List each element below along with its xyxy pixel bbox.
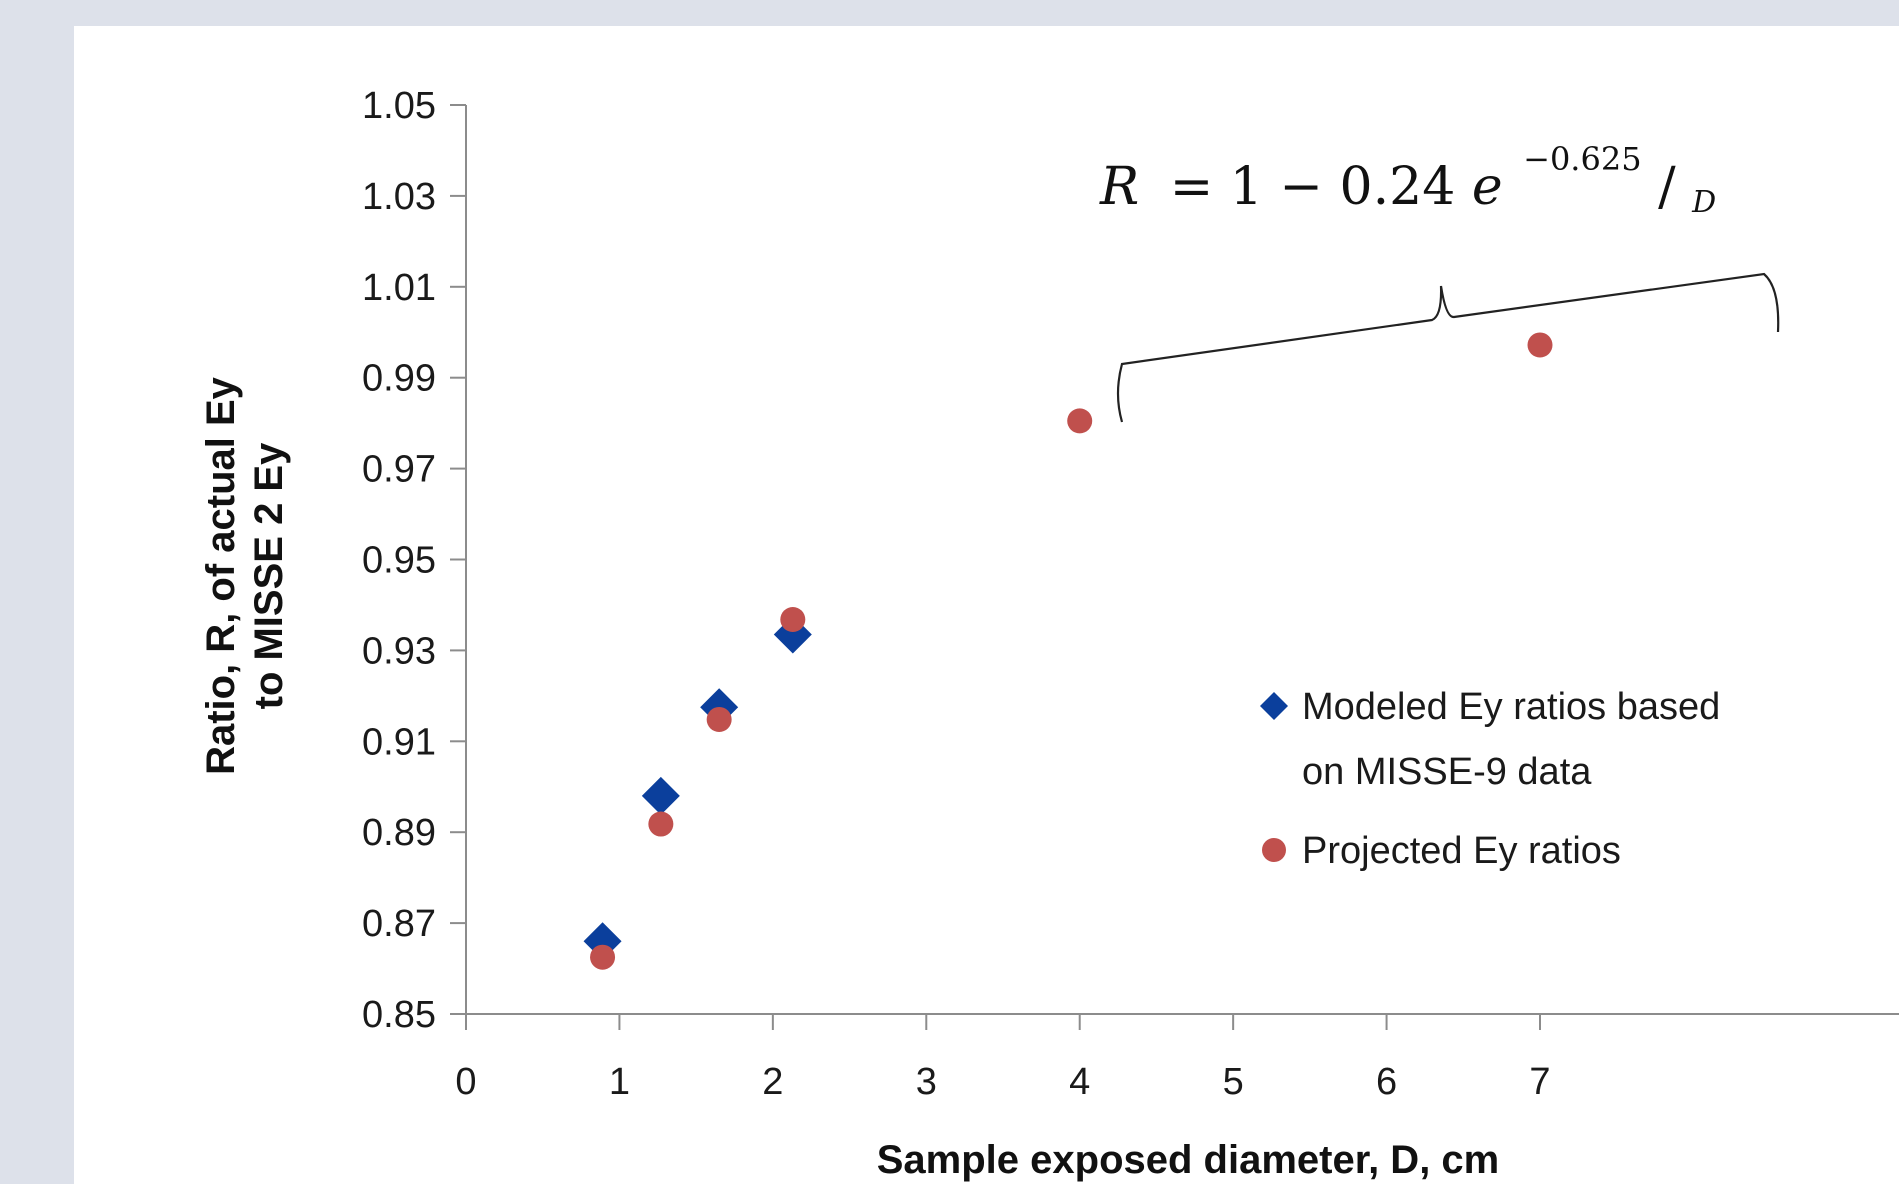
x-axis-title: Sample exposed diameter, D, cm <box>877 1138 1499 1182</box>
modeled-point <box>641 776 680 815</box>
legend-circle-marker <box>1262 838 1286 862</box>
svg-text:R = 1 − 0.24 e: R = 1 − 0.24 e −0.625 / D <box>1099 123 1716 220</box>
y-tick-label: 0.85 <box>362 994 436 1036</box>
projected-point <box>1067 408 1093 434</box>
projected-point <box>706 706 732 732</box>
projected-point <box>780 606 806 632</box>
legend-modeled-line-2: on MISSE-9 data <box>1302 751 1592 793</box>
projected-point <box>648 811 674 837</box>
projected-point <box>1527 332 1553 358</box>
x-tick-label: 4 <box>1069 1061 1090 1103</box>
y-tick-label: 0.95 <box>362 540 436 582</box>
legend-modeled-line-1: Modeled Ey ratios based <box>1302 686 1720 728</box>
y-tick-label: 0.91 <box>362 721 436 763</box>
x-tick-label: 7 <box>1529 1061 1550 1103</box>
x-tick-label: 5 <box>1223 1061 1244 1103</box>
data-points <box>583 332 1553 970</box>
legend-diamond-marker <box>1260 692 1288 720</box>
projected-point <box>590 944 616 970</box>
formula-denominator: D <box>1691 185 1716 220</box>
y-tick-label: 0.93 <box>362 630 436 672</box>
chart-panel: 0.85 0.87 0.89 0.91 0.93 0.95 0.97 0.99 1.01 1.03… <box>74 26 1899 1184</box>
y-axis-title-line-2: to MISSE 2 Ey <box>247 442 291 709</box>
axes <box>450 104 1899 1030</box>
x-tick-label: 3 <box>916 1061 937 1103</box>
legend: Modeled Ey ratios based on MISSE-9 data … <box>1260 686 1720 872</box>
y-tick-label: 0.87 <box>362 903 436 945</box>
y-axis-title: Ratio, R, of actual Ey to MISSE 2 Ey <box>199 376 291 775</box>
formula-annotation: R = 1 − 0.24 e −0.625 / D <box>1099 123 1780 423</box>
y-tick-label: 1.05 <box>362 85 436 127</box>
y-tick-label: 0.89 <box>362 812 436 854</box>
formula-exponent: −0.625 <box>1523 140 1641 178</box>
y-tick-label: 1.03 <box>362 176 436 218</box>
scatter-chart: 0.85 0.87 0.89 0.91 0.93 0.95 0.97 0.99 1.01 1.03… <box>199 85 1899 1182</box>
y-axis-title-line-1: Ratio, R, of actual Ey <box>199 376 243 775</box>
y-tick-label: 0.99 <box>362 358 436 400</box>
x-tick-label: 6 <box>1376 1061 1397 1103</box>
x-tick-label: 2 <box>762 1061 783 1103</box>
y-tick-label: 1.01 <box>362 267 436 309</box>
curly-brace <box>1116 272 1780 423</box>
tick-labels: 0.85 0.87 0.89 0.91 0.93 0.95 0.97 0.99 1.01 1.03… <box>362 85 1551 1103</box>
y-tick-label: 0.97 <box>362 449 436 491</box>
formula-eq: = 1 − 0.24 <box>1170 157 1456 217</box>
x-tick-label: 0 <box>455 1061 476 1103</box>
x-tick-label: 1 <box>609 1061 630 1103</box>
formula-base: e <box>1472 157 1503 217</box>
legend-projected: Projected Ey ratios <box>1302 830 1621 872</box>
formula-lhs: R <box>1099 157 1139 217</box>
formula-slash: / <box>1658 157 1676 217</box>
